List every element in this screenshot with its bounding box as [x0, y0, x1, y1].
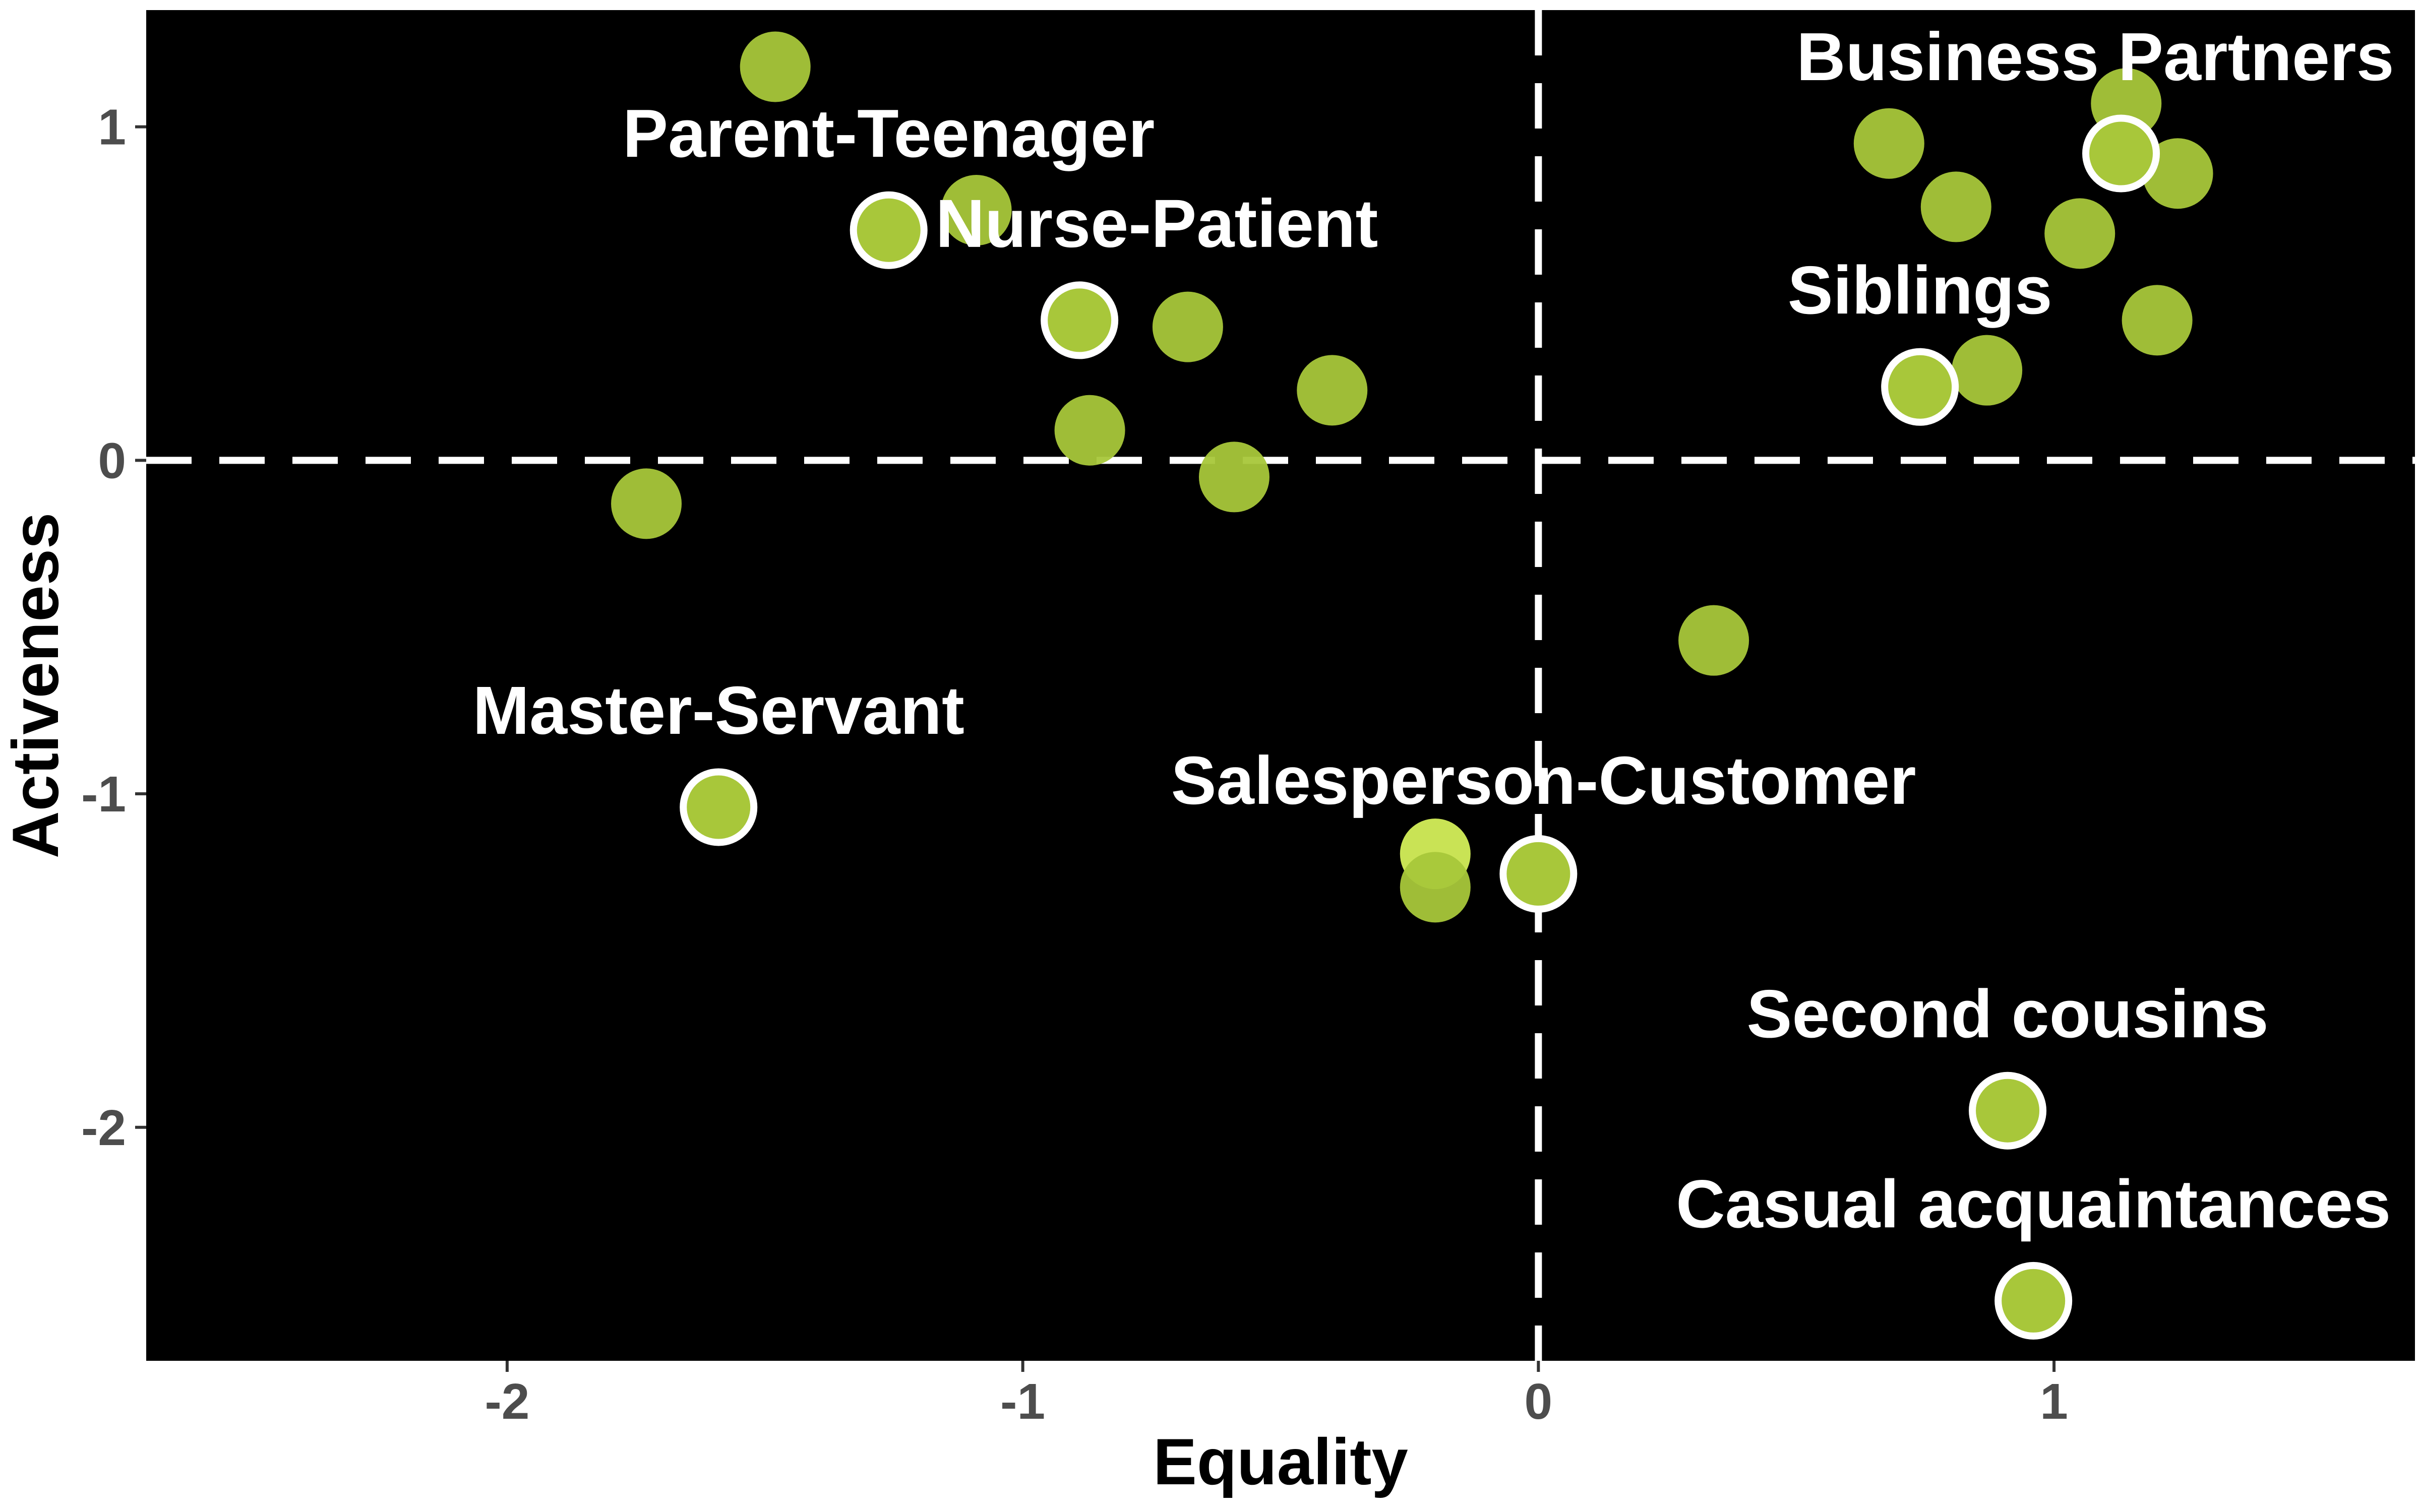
axes: -2 -1 0 1 -2 -1 0 1: [81, 99, 2068, 1430]
data-point: [2122, 285, 2193, 356]
highlighted-point: [1969, 1072, 2047, 1150]
data-point: [740, 31, 811, 102]
reference-lines: [146, 10, 2415, 1361]
point-label: Business Partners: [1796, 19, 2394, 95]
point-labels: Parent-Teenager Nurse-Patient Business Par…: [473, 19, 2394, 1242]
data-point: [1152, 291, 1223, 362]
point-label: Siblings: [1788, 252, 2052, 328]
data-point: [1952, 335, 2023, 406]
data-point: [611, 468, 682, 539]
highlighted-points: [680, 114, 2160, 1340]
highlighted-point: [680, 768, 758, 846]
data-point: [1198, 442, 1269, 513]
data-point: [941, 175, 1012, 246]
point-label: Casual acquaintances: [1676, 1166, 2391, 1242]
y-axis-title: Activeness: [0, 513, 72, 859]
highlighted-point: [2082, 114, 2160, 193]
x-axis-title: Equality: [1153, 1425, 1408, 1498]
data-point: [1853, 108, 1924, 179]
highlighted-point: [1041, 281, 1119, 359]
data-point: [1920, 171, 1991, 242]
data-points: [611, 31, 2213, 923]
data-point: [2044, 198, 2115, 269]
point-label: Nurse-Patient: [936, 185, 1378, 262]
highlighted-point: [1881, 348, 1959, 426]
data-point: [1297, 355, 1368, 426]
y-tick-label: 1: [98, 99, 126, 156]
point-label: Master-Servant: [473, 672, 964, 748]
data-point: [1400, 852, 1471, 923]
data-point: [1678, 605, 1749, 676]
point-label: Parent-Teenager: [623, 95, 1155, 171]
data-point: [1054, 395, 1125, 466]
x-tick-label: -1: [1000, 1373, 1045, 1430]
highlighted-point: [850, 191, 928, 269]
point-label: Second cousins: [1746, 976, 2268, 1052]
y-tick-label: 0: [98, 432, 126, 489]
highlighted-point: [1499, 835, 1578, 913]
data-point: [2142, 138, 2213, 209]
y-tick-label: -2: [81, 1100, 126, 1156]
point-label: Salesperson-Customer: [1171, 742, 1916, 818]
x-tick-label: -2: [485, 1373, 529, 1430]
x-tick-label: 1: [2040, 1373, 2068, 1430]
highlighted-point: [1994, 1262, 2073, 1340]
x-tick-label: 0: [1525, 1373, 1553, 1430]
y-tick-label: -1: [81, 766, 126, 823]
